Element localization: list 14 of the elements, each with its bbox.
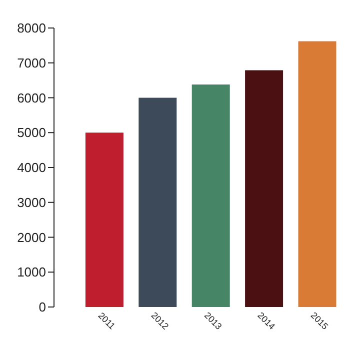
bar [138, 98, 177, 307]
y-tick-label: 1000 [17, 264, 46, 280]
y-tick-label: 2000 [17, 230, 46, 245]
y-tick-label: 4000 [17, 160, 46, 176]
bar [298, 41, 336, 307]
y-tick-label: 6000 [17, 90, 46, 106]
bar [192, 84, 230, 307]
bar [245, 70, 284, 307]
y-tick-label: 8000 [17, 20, 46, 36]
y-tick-label: 3000 [17, 194, 46, 210]
y-tick-label: 7000 [17, 55, 46, 70]
y-tick-label: 5000 [17, 125, 46, 140]
bar [85, 132, 124, 307]
y-tick-label: 0 [38, 300, 46, 315]
